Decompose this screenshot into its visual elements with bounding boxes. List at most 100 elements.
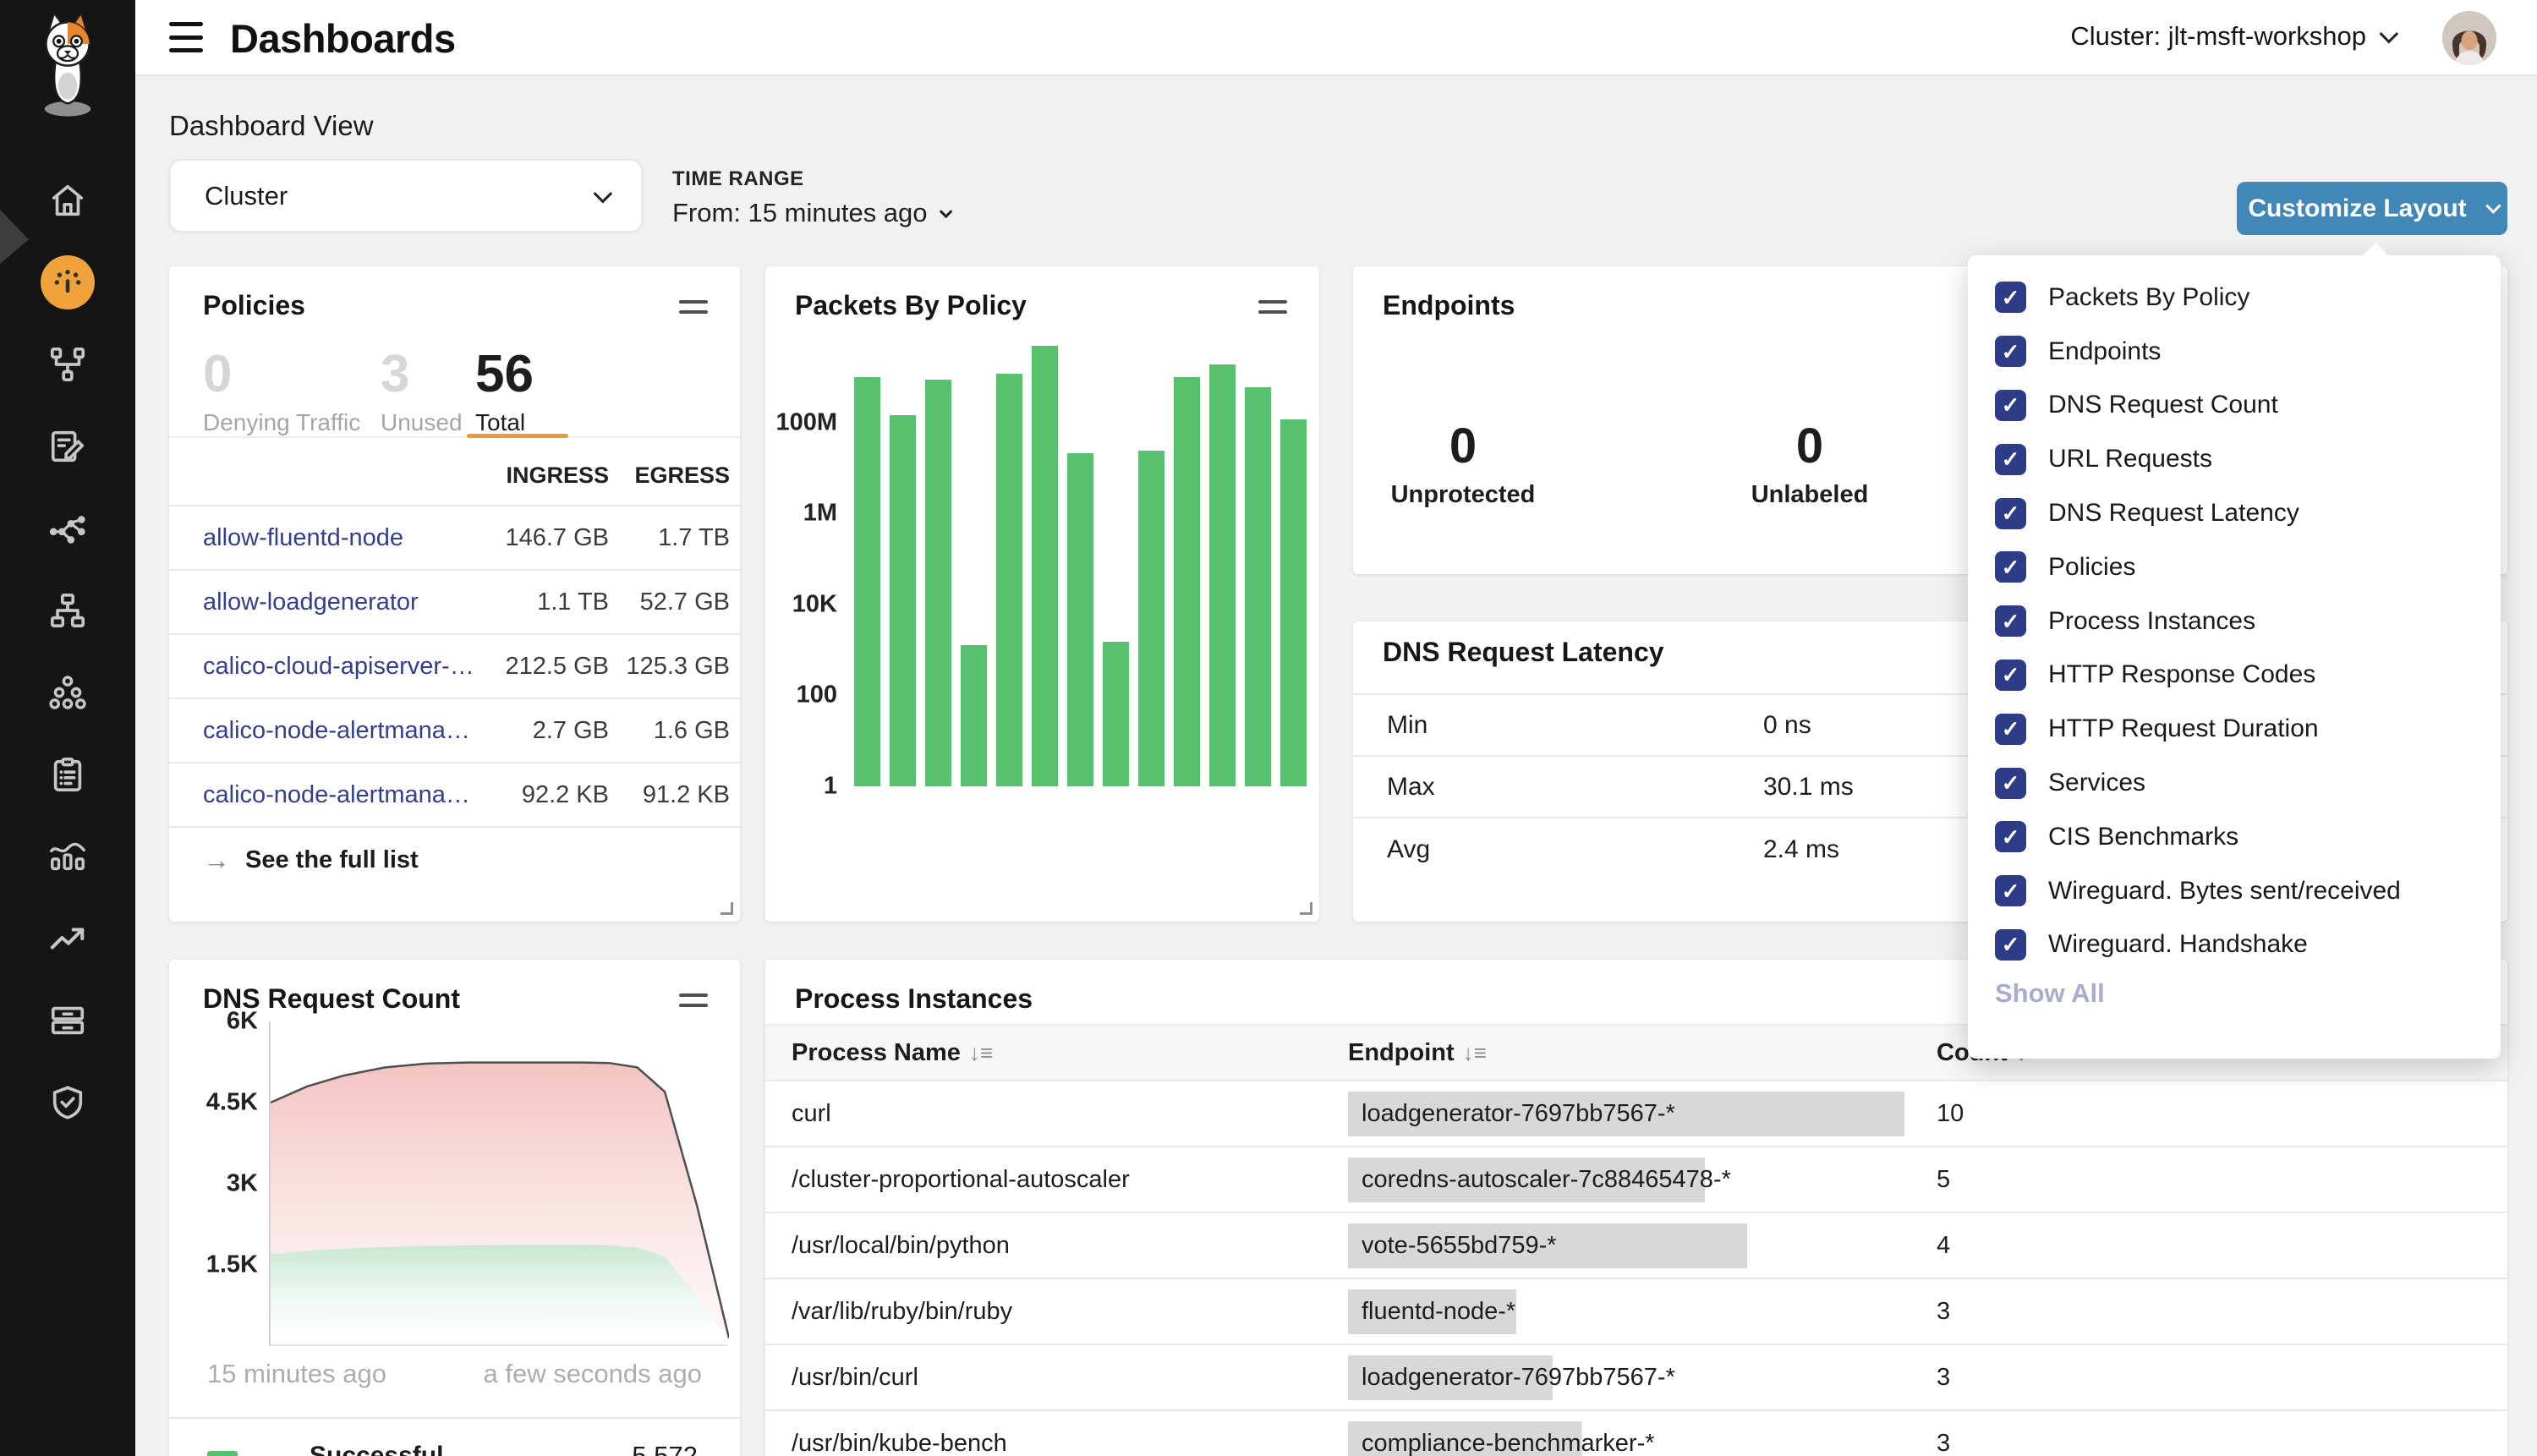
- compliance-clipboard-icon: [53, 757, 82, 791]
- checkbox-checked-icon[interactable]: ✓: [1995, 443, 2026, 475]
- sidebar-item-timeline[interactable]: [0, 815, 135, 897]
- customize-layout-menu: ✓ Packets By Policy ✓ Endpoints ✓ DNS Re…: [1995, 271, 2474, 972]
- dns-request-count-card: DNS Request Count 6K 4.5K 3K 1.5K 15 min…: [169, 960, 740, 1456]
- resize-handle[interactable]: [1300, 902, 1312, 915]
- checkbox-checked-icon[interactable]: ✓: [1995, 497, 2026, 529]
- sidebar-item-home[interactable]: [0, 159, 135, 241]
- calico-cat-logo-icon[interactable]: [25, 10, 110, 118]
- policy-stat-tab[interactable]: 0 Denying Traffic: [203, 345, 361, 436]
- time-range-control[interactable]: TIME RANGE From: 15 minutes ago: [672, 167, 952, 228]
- drag-handle-icon[interactable]: [1258, 300, 1287, 320]
- dashboard-view-select[interactable]: Cluster: [169, 159, 643, 233]
- column-header-endpoint[interactable]: Endpoint ↓≡: [1348, 1038, 1487, 1066]
- menu-hamburger-icon[interactable]: [169, 22, 203, 52]
- checkbox-checked-icon[interactable]: ✓: [1995, 875, 2026, 907]
- checkbox-checked-icon[interactable]: ✓: [1995, 659, 2026, 691]
- column-header-process-name[interactable]: Process Name ↓≡: [792, 1038, 994, 1066]
- checkbox-checked-icon[interactable]: ✓: [1995, 551, 2026, 583]
- allowed-bar[interactable]: [1103, 642, 1129, 786]
- allowed-bar[interactable]: [1138, 451, 1164, 786]
- policy-stat-tab[interactable]: 56 Total: [475, 345, 534, 436]
- column-header-egress[interactable]: EGRESS: [634, 463, 730, 488]
- policy-link[interactable]: allow-loadgenerator: [203, 588, 419, 616]
- drag-handle-icon[interactable]: [679, 300, 708, 320]
- layout-toggle-item[interactable]: ✓ Packets By Policy: [1995, 271, 2474, 325]
- sidebar-item-manage[interactable]: [0, 979, 135, 1061]
- y-axis-tick: 1: [823, 772, 837, 800]
- endpoint-chip[interactable]: compliance-benchmarker-*: [1348, 1420, 1669, 1456]
- endpoint-chip[interactable]: loadgenerator-7697bb7567-*: [1348, 1355, 1689, 1400]
- checkbox-checked-icon[interactable]: ✓: [1995, 282, 2026, 314]
- process-name: /cluster-proportional-autoscaler: [792, 1165, 1130, 1193]
- user-avatar[interactable]: [2442, 11, 2496, 65]
- checkbox-checked-icon[interactable]: ✓: [1995, 767, 2026, 799]
- checkbox-checked-icon[interactable]: ✓: [1995, 336, 2026, 368]
- sidebar-item-tiers[interactable]: [0, 569, 135, 651]
- allowed-bar[interactable]: [1174, 377, 1200, 786]
- allowed-bar[interactable]: [1245, 387, 1271, 786]
- endpoint-chip[interactable]: coredns-autoscaler-7c88465478-*: [1348, 1157, 1745, 1202]
- process-name: curl: [792, 1099, 831, 1127]
- checkbox-checked-icon[interactable]: ✓: [1995, 713, 2026, 745]
- drag-handle-icon[interactable]: [679, 993, 708, 1014]
- allowed-bar[interactable]: [925, 380, 951, 786]
- checkbox-checked-icon[interactable]: ✓: [1995, 821, 2026, 853]
- allowed-bar[interactable]: [1209, 364, 1236, 786]
- customize-layout-button[interactable]: Customize Layout: [2237, 182, 2507, 235]
- checkbox-checked-icon[interactable]: ✓: [1995, 389, 2026, 421]
- policy-link[interactable]: calico-node-alertmana…: [203, 780, 470, 808]
- checkbox-checked-icon[interactable]: ✓: [1995, 605, 2026, 638]
- resize-handle[interactable]: [721, 902, 733, 915]
- allowed-bar[interactable]: [996, 374, 1022, 786]
- sidebar-item-clusters[interactable]: [0, 651, 135, 733]
- policy-link[interactable]: calico-cloud-apiserver-…: [203, 652, 474, 680]
- layout-toggle-item[interactable]: ✓ Policies: [1995, 540, 2474, 594]
- policy-stat-tab[interactable]: 3 Unused: [381, 345, 463, 436]
- see-full-list-link[interactable]: → See the full list: [203, 844, 419, 875]
- checkbox-checked-icon[interactable]: ✓: [1995, 928, 2026, 961]
- policy-row: calico-node-alertmana… 92.2 KB 91.2 KB: [169, 764, 740, 828]
- sidebar-item-compliance[interactable]: [0, 733, 135, 815]
- layout-toggle-item[interactable]: ✓ DNS Request Count: [1995, 379, 2474, 433]
- y-axis-tick: 100M: [775, 408, 837, 436]
- page-title: Dashboards: [230, 16, 456, 61]
- cluster-switcher[interactable]: Cluster: jlt-msft-workshop: [2070, 21, 2399, 52]
- policies-stats: 0 Denying Traffic 3 Unused 56 Total: [203, 347, 577, 436]
- sidebar-item-security[interactable]: [0, 1061, 135, 1143]
- allowed-bar[interactable]: [890, 415, 916, 786]
- allowed-bar[interactable]: [1032, 346, 1058, 786]
- endpoint-chip[interactable]: loadgenerator-7697bb7567-*: [1348, 1091, 1904, 1136]
- process-count: 4: [1937, 1231, 1951, 1259]
- allowed-bar[interactable]: [854, 377, 880, 786]
- layout-toggle-item[interactable]: ✓ Services: [1995, 756, 2474, 810]
- layout-toggle-item[interactable]: ✓ HTTP Response Codes: [1995, 649, 2474, 703]
- layout-toggle-item[interactable]: ✓ Wireguard. Bytes sent/received: [1995, 864, 2474, 918]
- sidebar-item-activity[interactable]: [0, 897, 135, 979]
- endpoint-chip[interactable]: fluentd-node-*: [1348, 1289, 1530, 1334]
- endpoints-unprotected-stat[interactable]: 0 Unprotected: [1390, 419, 1536, 508]
- column-header-ingress[interactable]: INGRESS: [506, 463, 609, 488]
- successful-area: [271, 1245, 729, 1346]
- layout-toggle-item[interactable]: ✓ HTTP Request Duration: [1995, 702, 2474, 756]
- sidebar-item-service-graph[interactable]: [0, 323, 135, 405]
- layout-toggle-item[interactable]: ✓ CIS Benchmarks: [1995, 810, 2474, 864]
- policy-link[interactable]: allow-fluentd-node: [203, 523, 403, 551]
- legend-item-successful[interactable]: Successful 5,572: [207, 1431, 698, 1456]
- endpoint-chip[interactable]: vote-5655bd759-*: [1348, 1223, 1747, 1268]
- layout-toggle-item[interactable]: ✓ URL Requests: [1995, 432, 2474, 486]
- show-all-link[interactable]: Show All: [1995, 978, 2105, 1008]
- policy-link[interactable]: calico-node-alertmana…: [203, 716, 470, 744]
- endpoints-unlabeled-stat[interactable]: 0 Unlabeled: [1751, 419, 1869, 508]
- allowed-bar[interactable]: [1280, 419, 1307, 786]
- layout-toggle-item[interactable]: ✓ Endpoints: [1995, 325, 2474, 379]
- layout-toggle-item[interactable]: ✓ Wireguard. Handshake: [1995, 918, 2474, 972]
- flow-visualizations-icon: [49, 515, 85, 544]
- activity-trend-icon: [50, 927, 85, 950]
- layout-toggle-item[interactable]: ✓ Process Instances: [1995, 594, 2474, 649]
- allowed-bar[interactable]: [1067, 453, 1093, 786]
- sidebar-item-dashboards[interactable]: [0, 241, 135, 323]
- allowed-bar[interactable]: [961, 645, 987, 786]
- sidebar-item-policies[interactable]: [0, 405, 135, 487]
- sidebar-item-flow-visualizations[interactable]: [0, 487, 135, 569]
- layout-toggle-item[interactable]: ✓ DNS Request Latency: [1995, 486, 2474, 540]
